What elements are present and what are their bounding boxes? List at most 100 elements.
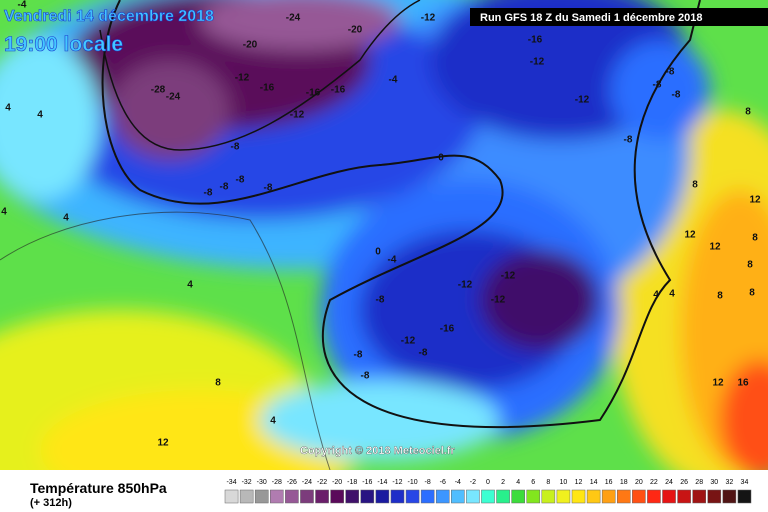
scale-tick: 18 bbox=[620, 479, 628, 486]
contour-label: -28 bbox=[151, 85, 166, 96]
contour-label: -12 bbox=[501, 271, 516, 282]
contour-label: 8 bbox=[752, 233, 758, 244]
scale-tick: 26 bbox=[680, 479, 688, 486]
contour-label: -16 bbox=[331, 85, 346, 96]
contour-label: 4 bbox=[653, 290, 659, 301]
contour-label: -12 bbox=[575, 95, 590, 106]
scale-tick: 24 bbox=[665, 479, 673, 486]
scale-swatch bbox=[300, 489, 314, 504]
scale-swatch bbox=[647, 489, 661, 504]
contour-label: -12 bbox=[235, 73, 250, 84]
contour-label: -8 bbox=[624, 135, 633, 146]
scale-tick: -30 bbox=[257, 479, 267, 486]
contour-label: 8 bbox=[692, 180, 698, 191]
scale-swatch bbox=[345, 489, 360, 504]
scale-tick: -26 bbox=[287, 479, 297, 486]
scale-swatch bbox=[224, 489, 239, 504]
contour-label: -20 bbox=[243, 40, 258, 51]
scale-tick: 10 bbox=[560, 479, 568, 486]
scale-swatch bbox=[360, 489, 375, 504]
scale-tick: 28 bbox=[695, 479, 703, 486]
time: 19:00 locale bbox=[4, 33, 123, 56]
run: Run GFS 18 Z du Samedi 1 décembre 2018 bbox=[480, 12, 703, 24]
scale-tick: 4 bbox=[516, 479, 520, 486]
scale-swatch bbox=[466, 489, 480, 504]
contour-label: -12 bbox=[421, 13, 436, 24]
scale-swatch bbox=[270, 489, 284, 504]
contour-label: -8 bbox=[361, 371, 370, 382]
scale-swatch bbox=[692, 489, 706, 504]
contour-label: 12 bbox=[709, 242, 721, 253]
contour-label: -12 bbox=[530, 57, 545, 68]
contour-label: 4 bbox=[37, 110, 43, 121]
contour-label: 12 bbox=[684, 230, 696, 241]
scale-swatch bbox=[737, 489, 752, 504]
legend-title: Température 850hPa bbox=[30, 480, 167, 496]
scale-swatch bbox=[315, 489, 329, 504]
scale-swatch bbox=[601, 489, 616, 504]
scale-swatch bbox=[254, 489, 269, 504]
contour-labels: -4-20-24-20-12-16-12-12-28-24-12-16 -16 -1… bbox=[1, 0, 761, 449]
scale-tick: -2 bbox=[470, 479, 476, 486]
contour-label: 8 bbox=[749, 288, 755, 299]
scale-swatch bbox=[541, 489, 556, 504]
contour-label: -8 bbox=[264, 183, 273, 194]
contour-label: 12 bbox=[712, 378, 724, 389]
scale-swatch bbox=[556, 489, 571, 504]
contour-label: 4 bbox=[669, 289, 675, 300]
run-box bbox=[470, 8, 768, 26]
scale-swatch bbox=[616, 489, 631, 504]
contour-label: -20 bbox=[348, 25, 363, 36]
contour-label: 8 bbox=[747, 260, 753, 271]
scale-tick: 2 bbox=[501, 479, 505, 486]
scale-tick: 34 bbox=[741, 479, 749, 486]
scale-swatch bbox=[481, 489, 495, 504]
contour-label: -12 bbox=[290, 110, 305, 121]
contour-label: 0 bbox=[438, 153, 444, 164]
scale-swatch bbox=[285, 489, 299, 504]
contour-label: 4 bbox=[5, 103, 11, 114]
contour-label: -8 bbox=[666, 67, 675, 78]
scale-tick: -14 bbox=[377, 479, 387, 486]
scale-swatch bbox=[239, 489, 254, 504]
contour-label: -16 bbox=[440, 324, 455, 335]
contour-label: -4 bbox=[388, 255, 397, 266]
scale-swatch bbox=[375, 489, 390, 504]
contour-label: 16 bbox=[737, 378, 749, 389]
lead-time: (+ 312h) bbox=[30, 497, 72, 509]
scale-swatch bbox=[451, 489, 465, 504]
scale-tick: -8 bbox=[425, 479, 431, 486]
scale-tick: -4 bbox=[455, 479, 461, 486]
scale-swatch bbox=[722, 489, 737, 504]
scale-swatch bbox=[662, 489, 676, 504]
contour-label: 4 bbox=[63, 213, 69, 224]
scale-tick: 20 bbox=[635, 479, 643, 486]
contour-label: -8 bbox=[220, 182, 229, 193]
scale-swatch bbox=[571, 489, 586, 504]
scale-swatch bbox=[405, 489, 420, 504]
scale-tick: -10 bbox=[408, 479, 418, 486]
scale-tick: 0 bbox=[486, 479, 490, 486]
scale-swatch bbox=[526, 489, 541, 504]
date: Vendredi 14 décembre 2018 bbox=[4, 8, 214, 25]
contour-label: -8 bbox=[354, 350, 363, 361]
contour-label: -4 bbox=[389, 75, 398, 86]
scale-swatch bbox=[390, 489, 405, 504]
scale-tick: -20 bbox=[332, 479, 342, 486]
contour-label: -12 bbox=[401, 336, 416, 347]
contour-label: 4 bbox=[270, 416, 276, 427]
scale-tick: 8 bbox=[546, 479, 550, 486]
contour-label: 12 bbox=[157, 438, 169, 449]
contour-label: 0 bbox=[375, 247, 381, 258]
contour-label: 8 bbox=[717, 291, 723, 302]
scale-tick: 32 bbox=[725, 479, 733, 486]
scale-swatch bbox=[632, 489, 646, 504]
contour-label: -8 bbox=[672, 90, 681, 101]
scale-tick: -16 bbox=[362, 479, 372, 486]
contour-label: -8 bbox=[236, 175, 245, 186]
contour-label: -16 bbox=[260, 83, 275, 94]
scale-tick: -34 bbox=[226, 479, 236, 486]
contour-label: -8 bbox=[231, 142, 240, 153]
scale-tick: -22 bbox=[317, 479, 327, 486]
